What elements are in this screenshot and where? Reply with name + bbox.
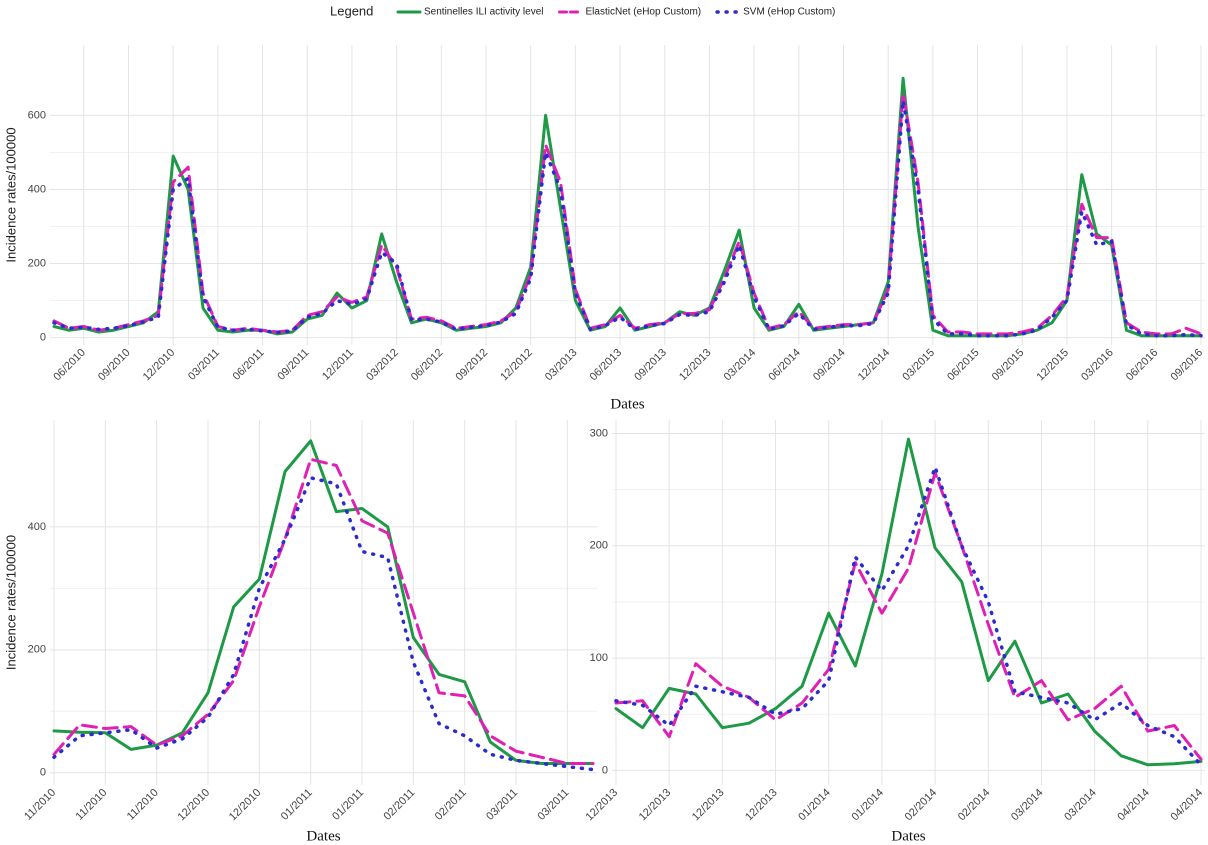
- x-tick-label: 06/2010: [51, 347, 88, 384]
- x-tick-label: 11/2010: [125, 787, 161, 823]
- x-tick-label: 03/2014: [1009, 787, 1046, 824]
- x-tick-label: 02/2014: [956, 787, 993, 824]
- y-tick-label: 200: [590, 540, 608, 552]
- x-tick-label: 03/2014: [722, 347, 759, 384]
- x-tick-label: 12/2011: [320, 347, 356, 383]
- y-tick-label: 0: [602, 764, 608, 776]
- x-axis-title: Dates: [306, 828, 340, 844]
- x-tick-label: 03/2011: [186, 347, 222, 383]
- y-tick-label: 0: [40, 331, 46, 343]
- x-tick-label: 12/2010: [227, 787, 264, 824]
- x-tick-label: 06/2012: [409, 347, 446, 384]
- x-tick-label: 06/2015: [945, 347, 982, 384]
- x-tick-label: 12/2010: [141, 347, 178, 384]
- x-tick-label: 03/2012: [364, 347, 401, 384]
- x-tick-label: 03/2011: [535, 787, 571, 823]
- x-tick-label: 12/2010: [176, 787, 213, 824]
- x-tick-label: 06/2014: [766, 347, 803, 384]
- x-tick-label: 11/2010: [73, 787, 109, 823]
- x-tick-label: 03/2013: [543, 347, 580, 384]
- series-line: [52, 439, 595, 765]
- x-tick-label: 12/2013: [637, 787, 674, 824]
- series-line: [614, 437, 1203, 767]
- series-line: [614, 471, 1203, 761]
- x-tick-label: 09/2014: [811, 347, 848, 384]
- y-tick-label: 100: [590, 652, 608, 664]
- y-axis-title: Incidence rates/100000: [3, 535, 18, 670]
- x-tick-label: 03/2015: [900, 347, 937, 384]
- series-line: [52, 91, 1203, 336]
- x-tick-label: 12/2013: [743, 787, 780, 824]
- x-tick-label: 02/2011: [433, 787, 469, 823]
- y-tick-label: 600: [28, 109, 46, 121]
- series-line: [52, 476, 595, 772]
- y-axis-title: Incidence rates/100000: [3, 127, 18, 262]
- series-line: [52, 457, 595, 765]
- x-tick-label: 03/2014: [1062, 787, 1099, 824]
- x-tick-label: 09/2011: [275, 347, 311, 383]
- y-tick-label: 400: [28, 183, 46, 195]
- y-tick-label: 200: [28, 257, 46, 269]
- x-axis-title: Dates: [610, 396, 644, 412]
- x-tick-label: 01/2014: [796, 787, 833, 824]
- x-tick-label: 03/2011: [484, 787, 520, 823]
- y-tick-label: 300: [590, 427, 608, 439]
- x-tick-label: 11/2010: [22, 787, 58, 823]
- series-line: [52, 76, 1203, 338]
- legend-title: Legend: [330, 3, 373, 18]
- y-tick-label: 200: [28, 644, 46, 656]
- legend-label: ElasticNet (eHop Custom): [586, 7, 702, 18]
- x-tick-label: 03/2016: [1079, 347, 1116, 384]
- legend-label: SVM (eHop Custom): [743, 7, 835, 18]
- x-tick-label: 09/2013: [632, 347, 669, 384]
- x-tick-label: 12/2013: [690, 787, 727, 824]
- x-tick-label: 04/2014: [1115, 787, 1152, 824]
- x-tick-label: 12/2012: [498, 347, 535, 384]
- x-tick-label: 06/2016: [1124, 347, 1161, 384]
- y-tick-label: 0: [40, 767, 46, 779]
- x-tick-label: 09/2016: [1169, 347, 1206, 384]
- x-tick-label: 09/2012: [454, 347, 491, 384]
- x-tick-label: 09/2010: [96, 347, 133, 384]
- x-tick-label: 06/2011: [231, 347, 267, 383]
- x-tick-label: 12/2013: [584, 787, 621, 824]
- x-tick-label: 01/2014: [849, 787, 886, 824]
- x-tick-label: 12/2014: [856, 347, 893, 384]
- x-tick-label: 06/2013: [588, 347, 625, 384]
- x-axis-title: Dates: [891, 828, 925, 844]
- x-tick-label: 04/2014: [1169, 787, 1206, 824]
- x-tick-label: 01/2011: [279, 787, 315, 823]
- x-tick-label: 12/2013: [677, 347, 714, 384]
- y-tick-label: 400: [28, 521, 46, 533]
- legend-label: Sentinelles ILI activity level: [424, 7, 544, 18]
- x-tick-label: 01/2011: [330, 787, 366, 823]
- series-line: [614, 465, 1203, 767]
- x-tick-label: 02/2011: [381, 787, 417, 823]
- x-tick-label: 02/2014: [903, 787, 940, 824]
- x-tick-label: 09/2015: [990, 347, 1027, 384]
- x-tick-label: 12/2015: [1035, 347, 1072, 384]
